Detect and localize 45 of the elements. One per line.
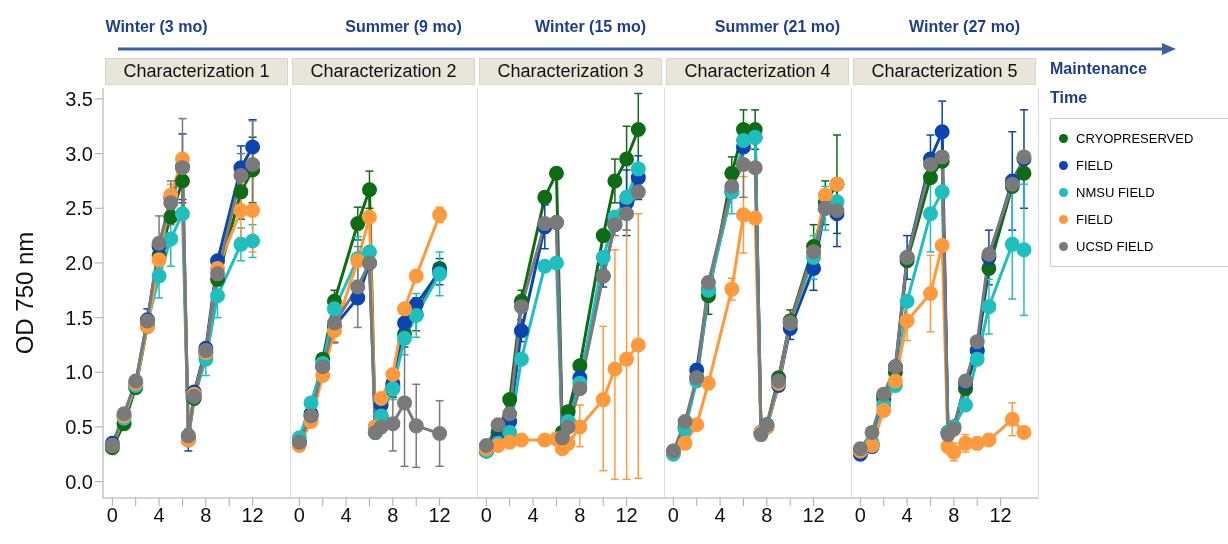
x-tick-label: 12 bbox=[615, 504, 638, 527]
legend-label: FIELD bbox=[1076, 158, 1113, 173]
x-tick-label: 4 bbox=[901, 504, 913, 527]
x-tick-label: 0 bbox=[293, 504, 305, 527]
chart-subtitle: Summer (21 mo) bbox=[713, 18, 842, 36]
x-tick-label: 8 bbox=[200, 504, 212, 527]
x-tick-label: 8 bbox=[574, 504, 586, 527]
x-tick-label: 4 bbox=[340, 504, 352, 527]
x-tick-label: 8 bbox=[387, 504, 399, 527]
x-tick-label: 0 bbox=[667, 504, 679, 527]
legend-label: UCSD FIELD bbox=[1076, 239, 1154, 254]
chart-title: Characterization 1 bbox=[105, 58, 288, 85]
x-tick-label: 4 bbox=[527, 504, 539, 527]
chart-title: Characterization 2 bbox=[292, 58, 475, 85]
chart-title: Characterization 3 bbox=[479, 58, 662, 85]
legend-label: CRYOPRESERVED bbox=[1076, 131, 1194, 146]
y-tick-label: 0.0 bbox=[65, 470, 93, 493]
y-tick-label: 0.5 bbox=[65, 416, 93, 439]
x-tick-label: 12 bbox=[989, 504, 1012, 527]
x-tick-label: 8 bbox=[761, 504, 773, 527]
x-tick-label: 0 bbox=[106, 504, 118, 527]
x-tick-label: 12 bbox=[802, 504, 825, 527]
x-tick-label: 4 bbox=[714, 504, 726, 527]
text: Maintenance Time bbox=[1050, 59, 1148, 108]
x-tick-label: 12 bbox=[241, 504, 264, 527]
chart-subtitle: Winter (3 mo) bbox=[104, 18, 209, 36]
x-tick-label: 0 bbox=[480, 504, 492, 527]
y-tick-label: 2.0 bbox=[65, 252, 93, 275]
y-axis-title: OD 750 nm bbox=[10, 231, 38, 355]
chart-title: Characterization 4 bbox=[666, 58, 849, 85]
legend-label: FIELD bbox=[1076, 212, 1113, 227]
legend-label: NMSU FIELD bbox=[1076, 185, 1155, 200]
y-tick-label: 1.5 bbox=[65, 306, 93, 329]
x-tick-label: 4 bbox=[153, 504, 165, 527]
y-tick-label: 3.0 bbox=[65, 142, 93, 165]
y-tick-label: 1.0 bbox=[65, 361, 93, 384]
chart-subtitle: Summer (9 mo) bbox=[344, 18, 463, 36]
chart-title: Characterization 5 bbox=[853, 58, 1036, 85]
x-tick-label: 8 bbox=[948, 504, 960, 527]
y-tick-label: 3.5 bbox=[65, 88, 93, 111]
chart-subtitle: Winter (27 mo) bbox=[908, 18, 1021, 36]
chart-subtitle: Winter (15 mo) bbox=[534, 18, 647, 36]
x-tick-label: 0 bbox=[854, 504, 866, 527]
y-tick-label: 2.5 bbox=[65, 197, 93, 220]
x-tick-label: 12 bbox=[428, 504, 451, 527]
